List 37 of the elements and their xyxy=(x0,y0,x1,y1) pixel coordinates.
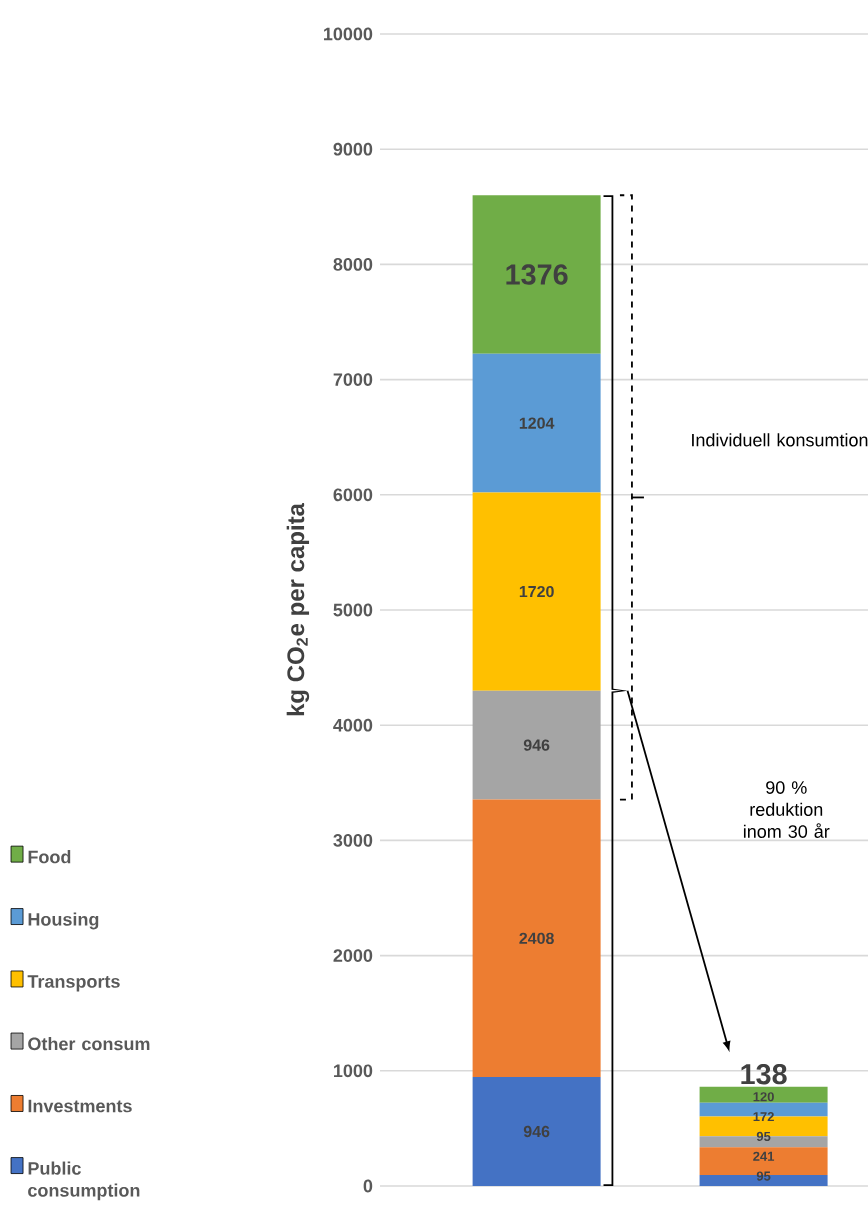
annotation: 90 % reduktion inom 30 år xyxy=(743,781,830,838)
y-tick-label: 9000 xyxy=(333,142,373,156)
legend-label: Other consum xyxy=(28,1037,150,1051)
legend-label: Housing xyxy=(28,912,99,930)
y-tick-label: 6000 xyxy=(333,488,373,502)
bar xyxy=(699,1102,828,1117)
legend-label: Transports xyxy=(27,975,120,992)
y-tick-label: 1000 xyxy=(334,1064,373,1078)
y-axis-title: kg CO$_{2}$e per capita xyxy=(286,502,310,716)
data-label: 946 xyxy=(523,1125,550,1138)
bar xyxy=(472,799,601,1078)
bar xyxy=(472,690,601,800)
bar xyxy=(699,1086,828,1103)
y-tick-label: 8000 xyxy=(333,258,373,271)
bar xyxy=(472,353,601,493)
data-label: 946 xyxy=(523,739,550,751)
y-tick-label: 4000 xyxy=(333,718,373,732)
y-tick-label: 7000 xyxy=(333,373,373,386)
data-label: 2408 xyxy=(519,932,554,944)
bar xyxy=(699,1175,828,1186)
y-tick-label: 0 xyxy=(363,1179,373,1193)
data-label: 1376 xyxy=(506,264,568,285)
legend-label: Food xyxy=(28,850,71,864)
data-label: 138 xyxy=(741,1063,787,1085)
y-tick-label: 2000 xyxy=(333,949,373,962)
y-tick-label: 10000 xyxy=(324,27,373,41)
annotation: Individuell konsumtion xyxy=(692,433,868,447)
y-tick-label: 3000 xyxy=(333,834,373,847)
legend-label: Investments xyxy=(28,1099,132,1113)
bar xyxy=(472,492,601,691)
y-tick-label: 5000 xyxy=(333,603,373,617)
bar xyxy=(699,1116,828,1137)
data-label: 1720 xyxy=(519,585,554,598)
legend-label: Public consumption xyxy=(28,1161,140,1201)
data-label: 1204 xyxy=(519,417,555,429)
bar xyxy=(472,195,601,354)
bar xyxy=(472,1077,601,1186)
